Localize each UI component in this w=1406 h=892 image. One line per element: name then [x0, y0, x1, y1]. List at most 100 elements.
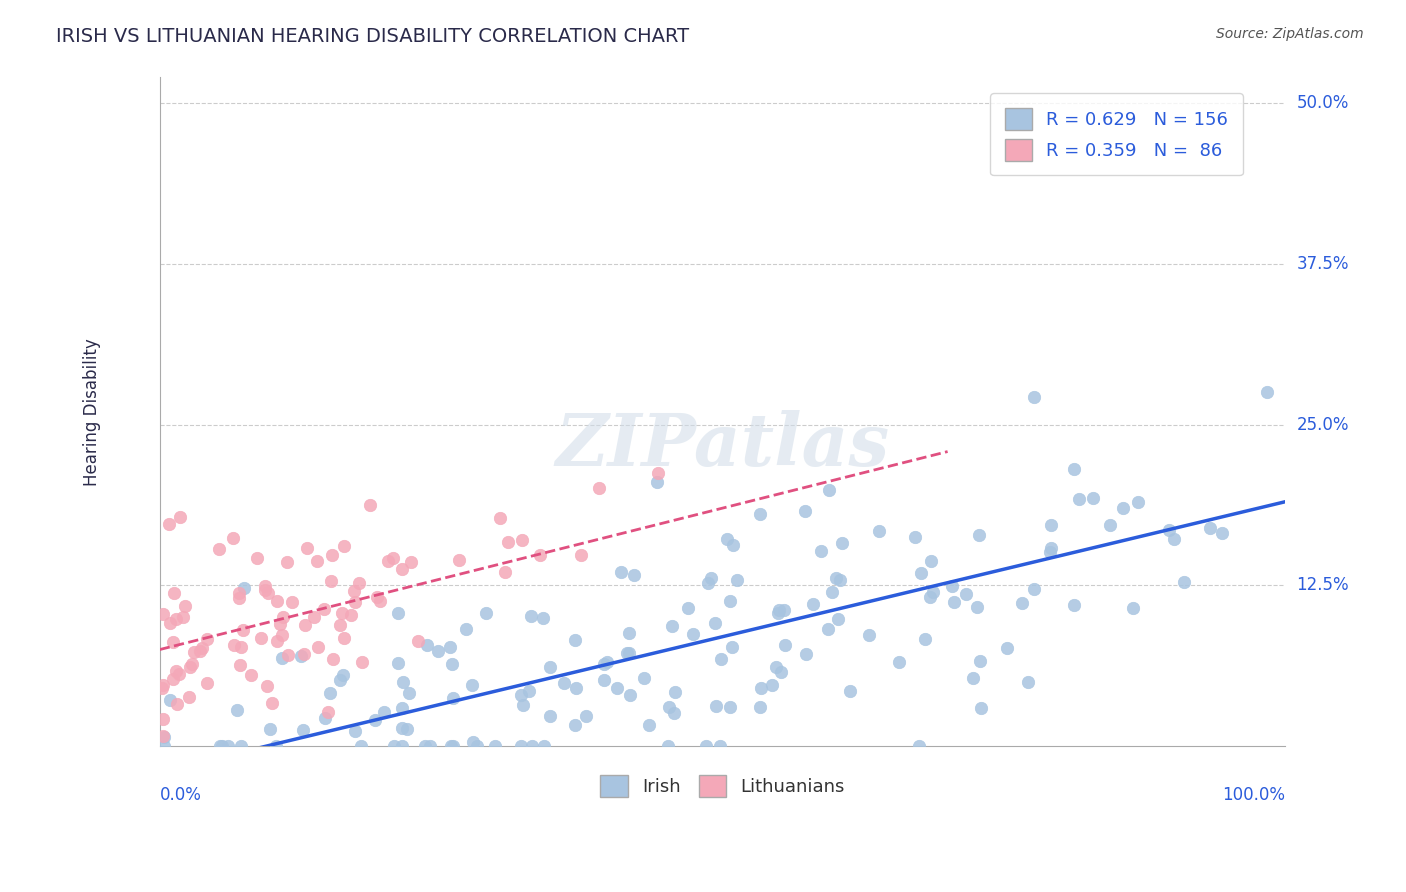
Point	[868, 524, 890, 539]
Point	[391, 722, 413, 736]
Point	[593, 673, 616, 687]
Point	[1039, 517, 1062, 532]
Point	[195, 675, 218, 690]
Point	[162, 672, 184, 686]
Text: ZIPatlas: ZIPatlas	[555, 409, 890, 481]
Point	[494, 565, 516, 579]
Point	[382, 550, 405, 565]
Point	[1122, 601, 1144, 615]
Point	[617, 626, 640, 640]
Point	[696, 575, 718, 590]
Point	[172, 609, 194, 624]
Point	[291, 723, 314, 737]
Point	[250, 631, 273, 645]
Point	[942, 595, 965, 609]
Point	[564, 632, 586, 647]
Point	[332, 668, 354, 682]
Point	[440, 657, 463, 671]
Point	[266, 594, 288, 608]
Point	[426, 644, 449, 658]
Point	[920, 554, 942, 568]
Point	[415, 638, 437, 652]
Point	[167, 667, 190, 681]
Point	[454, 622, 477, 636]
Point	[281, 595, 304, 609]
Point	[314, 602, 336, 616]
Point	[529, 548, 551, 562]
Point	[373, 705, 395, 719]
Point	[152, 739, 174, 753]
Point	[858, 627, 880, 641]
Point	[1157, 523, 1180, 537]
Point	[271, 609, 294, 624]
Point	[619, 688, 641, 702]
Point	[638, 718, 661, 732]
Point	[969, 654, 991, 668]
Point	[314, 711, 336, 725]
Point	[232, 623, 254, 637]
Point	[254, 583, 277, 598]
Point	[166, 698, 188, 712]
Point	[658, 699, 681, 714]
Point	[593, 657, 616, 671]
Point	[329, 618, 352, 632]
Point	[605, 681, 627, 695]
Point	[1198, 520, 1220, 534]
Point	[700, 571, 723, 585]
Point	[270, 628, 292, 642]
Point	[616, 646, 638, 660]
Point	[817, 622, 839, 636]
Point	[1063, 461, 1085, 475]
Point	[408, 633, 430, 648]
Point	[256, 679, 278, 693]
Point	[633, 671, 655, 685]
Point	[162, 635, 184, 649]
Point	[276, 555, 298, 569]
Point	[439, 640, 461, 655]
Point	[575, 709, 598, 723]
Point	[710, 652, 733, 666]
Point	[366, 591, 388, 605]
Point	[228, 586, 250, 600]
Point	[489, 510, 512, 524]
Point	[509, 688, 531, 702]
Point	[662, 706, 685, 720]
Point	[297, 541, 319, 556]
Point	[538, 709, 561, 723]
Point	[340, 607, 363, 622]
Point	[510, 533, 533, 548]
Point	[657, 739, 679, 753]
Point	[270, 651, 292, 665]
Point	[352, 655, 374, 669]
Point	[222, 531, 245, 545]
Point	[1067, 491, 1090, 506]
Point	[332, 631, 354, 645]
Point	[907, 739, 929, 753]
Point	[195, 632, 218, 646]
Point	[440, 739, 463, 753]
Point	[1163, 532, 1185, 546]
Point	[322, 652, 344, 666]
Point	[150, 681, 173, 695]
Point	[290, 649, 312, 664]
Point	[395, 722, 418, 736]
Point	[391, 701, 413, 715]
Point	[188, 644, 211, 658]
Point	[153, 730, 176, 744]
Point	[321, 574, 343, 589]
Point	[718, 700, 741, 714]
Point	[232, 582, 254, 596]
Point	[647, 467, 669, 481]
Text: 37.5%: 37.5%	[1296, 255, 1348, 273]
Point	[347, 575, 370, 590]
Point	[1081, 491, 1104, 505]
Point	[839, 684, 862, 698]
Point	[709, 739, 731, 753]
Point	[678, 601, 700, 615]
Point	[461, 735, 484, 749]
Point	[520, 739, 543, 753]
Point	[773, 603, 796, 617]
Point	[1040, 541, 1063, 556]
Point	[208, 542, 231, 557]
Point	[1173, 575, 1195, 590]
